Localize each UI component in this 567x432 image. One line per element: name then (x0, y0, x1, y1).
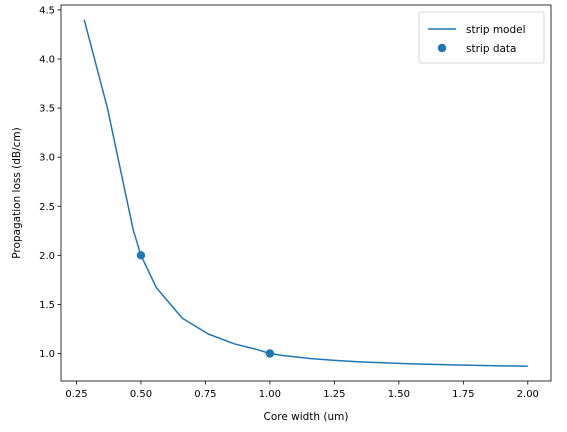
y-tick-label: 2.5 (39, 202, 55, 213)
y-axis-label: Propagation loss (dB/cm) (11, 127, 23, 259)
plot-frame (60, 4, 552, 382)
x-tick-label: 1.25 (323, 389, 345, 400)
legend-point-marker (437, 43, 447, 53)
x-tick-label: 0.50 (130, 389, 152, 400)
scatter-point-strip-data (265, 349, 275, 358)
x-axis-ticks: 0.25 0.50 0.75 1.00 1.25 1.50 1.75 2.00 (65, 381, 539, 400)
y-tick-label: 1.5 (39, 300, 55, 311)
legend: strip model strip data (418, 11, 545, 64)
y-tick-label: 4.5 (39, 5, 55, 16)
series-line-strip-model (83, 19, 528, 368)
y-tick-label: 4.0 (39, 54, 55, 65)
legend-label-strip-data: strip data (466, 43, 516, 55)
y-tick-label: 3.5 (39, 104, 55, 115)
data-layer (83, 19, 528, 368)
x-tick-label: 1.00 (259, 389, 281, 400)
x-tick-label: 1.75 (452, 389, 474, 400)
x-tick-label: 0.25 (65, 389, 87, 400)
legend-box (418, 11, 545, 64)
x-tick-label: 0.75 (194, 389, 216, 400)
plot-area (61, 5, 551, 381)
y-tick-label: 3.0 (39, 153, 55, 164)
x-axis-label: Core width (um) (264, 411, 349, 423)
y-axis-ticks: 1.0 1.5 2.0 2.5 3.0 3.5 4.0 4.5 (39, 5, 61, 360)
x-tick-label: 1.50 (388, 389, 410, 400)
y-tick-label: 2.0 (39, 251, 55, 262)
scatter-point-strip-data (136, 251, 146, 260)
legend-label-strip-model: strip model (466, 24, 526, 36)
y-tick-label: 1.0 (39, 349, 55, 360)
x-tick-label: 2.00 (517, 389, 539, 400)
